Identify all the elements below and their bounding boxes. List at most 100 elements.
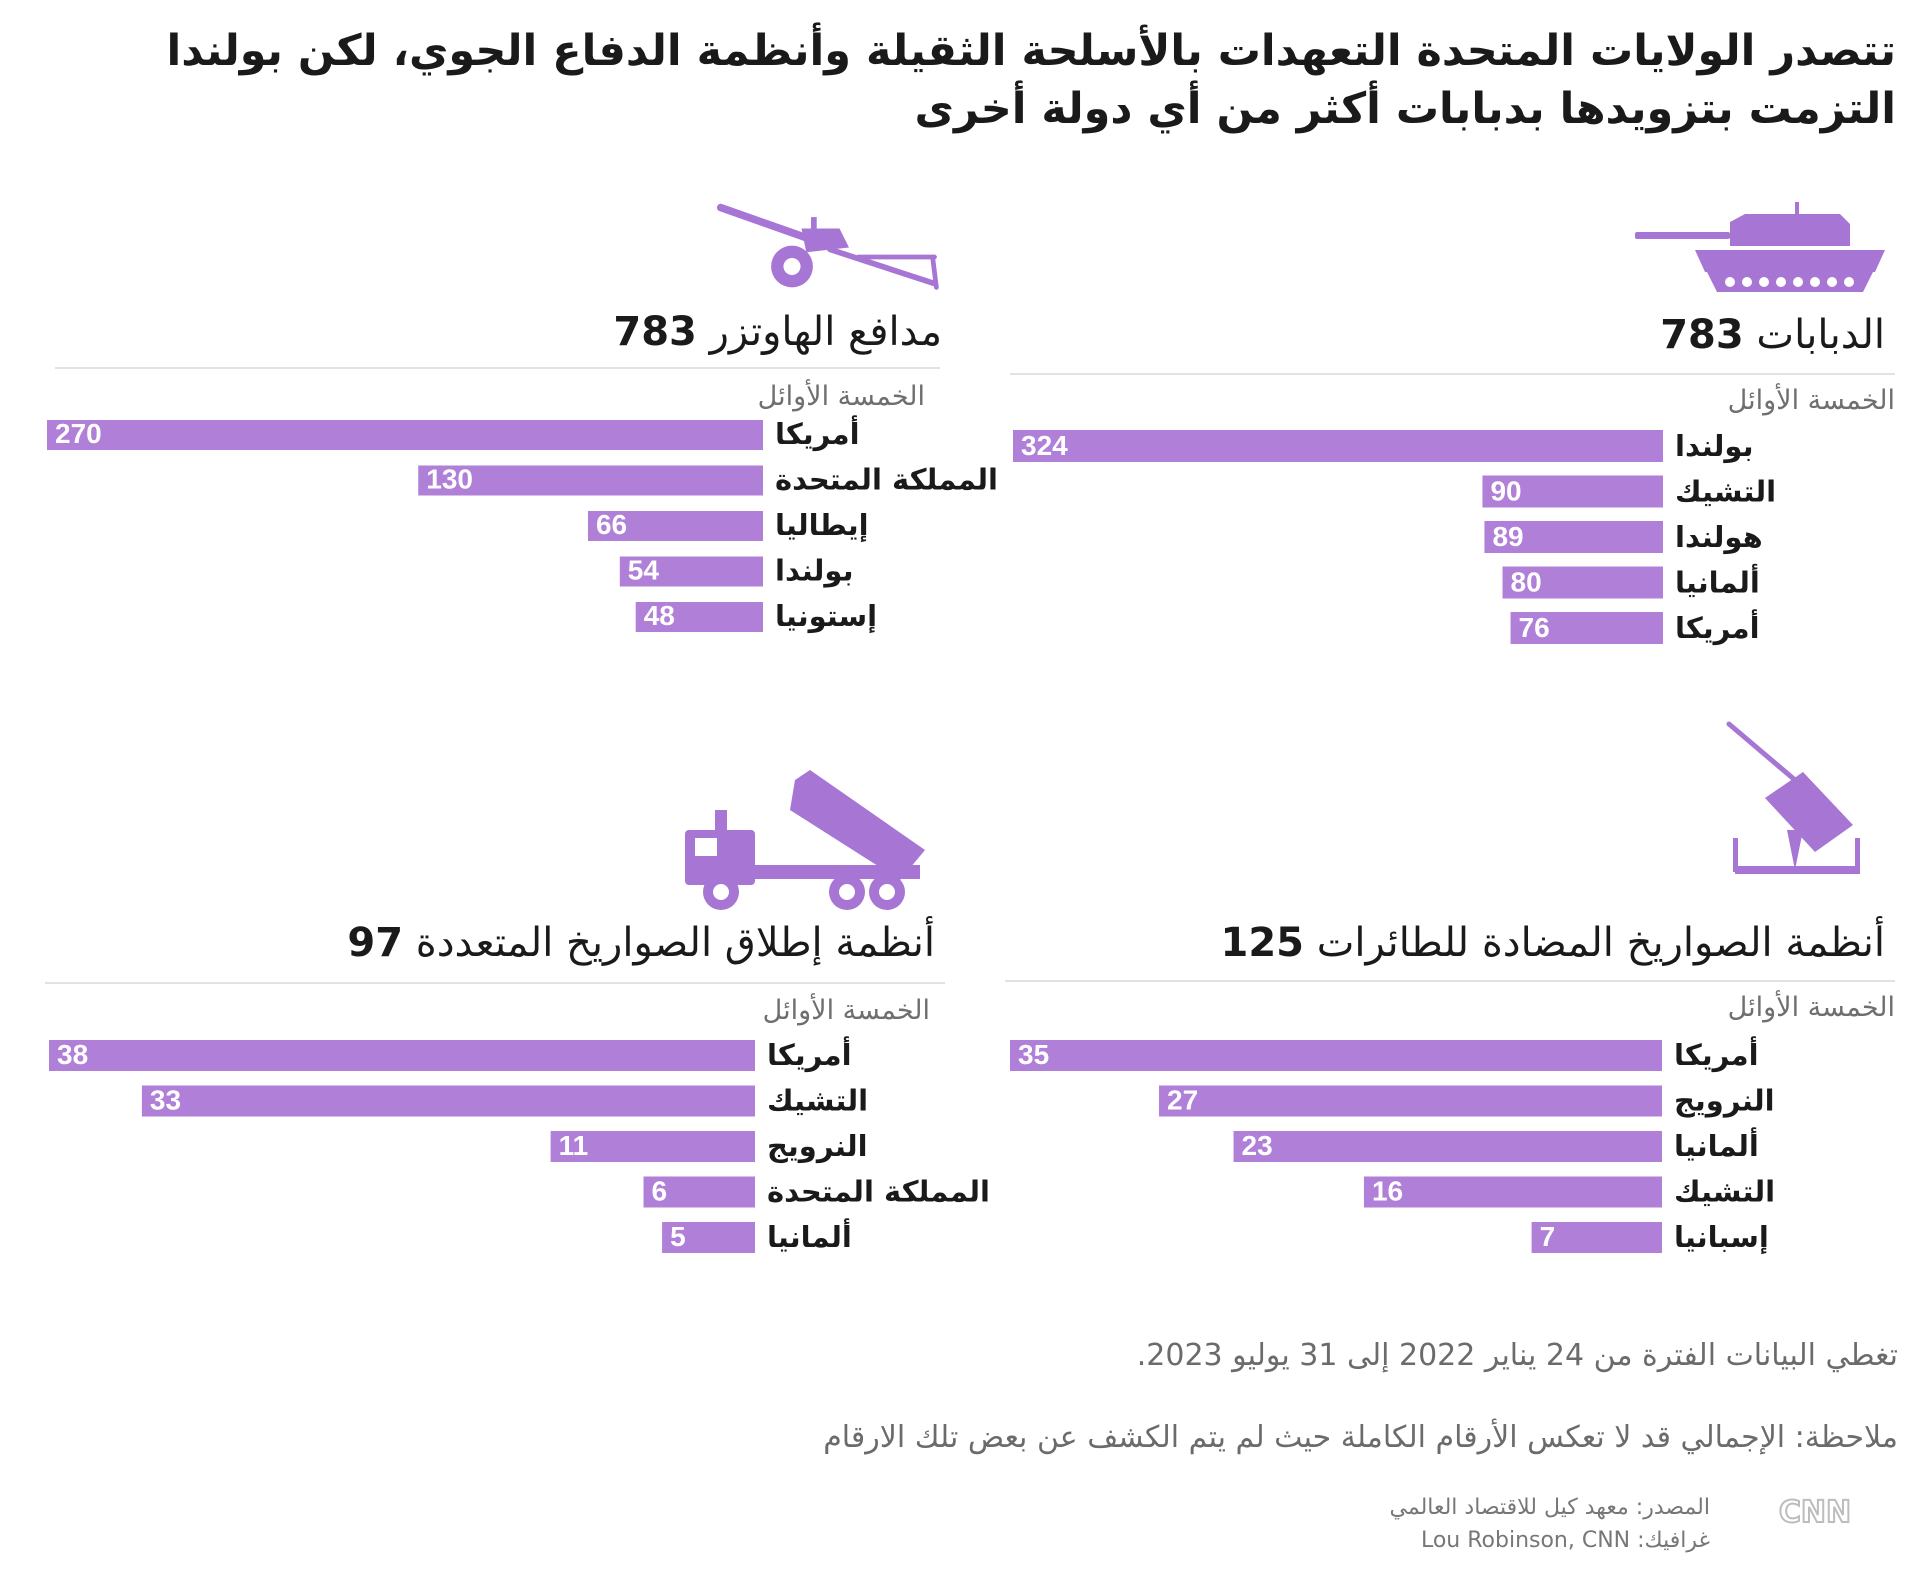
bar-value-label: 270 [55,418,102,449]
cnn-arabic-logo: CNN [1730,1480,1900,1540]
bar [1363,1176,1662,1208]
mlrs-subtitle: الخمسة الأوائل [762,995,930,1026]
panel-air-defense: أنظمة الصواريخ المضادة للطائرات 125 الخم… [1005,720,1900,1280]
source-credit: المصدر: معهد كيل للاقتصاد العالمي [1389,1495,1710,1520]
bar [1013,430,1663,462]
bar [47,420,763,450]
category-label: بولندا [775,554,854,588]
category-label: المملكة المتحدة [775,463,998,497]
chart-tanks: 324 بولندا 90 التشيك 89 هولندا 80 ألمانيا 76 أمري… [1013,429,1776,645]
bar-value-label: 27 [1167,1085,1198,1116]
missile-launcher-icon [1726,721,1860,874]
air-defense-subtitle: الخمسة الأوائل [1727,992,1895,1023]
bar [418,465,763,496]
category-label: التشيك [767,1084,868,1118]
category-label: ألمانيا [1675,564,1760,600]
bar [1510,612,1663,644]
category-label: التشيك [1674,1175,1775,1209]
bar-value-label: 33 [150,1085,181,1116]
category-label: المملكة المتحدة [767,1175,990,1209]
panel-mlrs: أنظمة إطلاق الصواريخ المتعددة 97 الخمسة … [45,720,990,1280]
bar [550,1131,755,1162]
bar-value-label: 76 [1519,612,1550,643]
cnn-logo-icon: CNN [1778,1494,1852,1531]
bar [1233,1131,1662,1162]
tanks-heading: الدبابات 783 [1660,310,1885,360]
bar-value-label: 11 [559,1130,589,1161]
category-label: ألمانيا [767,1218,852,1254]
mlrs-heading: أنظمة إطلاق الصواريخ المتعددة 97 [347,918,935,968]
category-label: هولندا [1675,520,1763,554]
footnote-period: تغطي البيانات الفترة من 24 يناير 2022 إل… [1136,1338,1898,1373]
air-defense-heading-label: أنظمة الصواريخ المضادة للطائرات [1316,920,1885,966]
air-defense-total: 125 [1220,920,1305,966]
bar-value-label: 66 [596,509,627,540]
bar [587,511,763,541]
category-label: أمريكا [1674,1036,1759,1072]
howitzer-icon [716,203,939,290]
category-label: التشيك [1675,475,1776,509]
howitzers-divider [55,367,940,369]
bar-value-label: 130 [426,464,473,495]
category-label: النرويج [1674,1084,1775,1118]
bar-value-label: 48 [644,600,675,631]
bar-value-label: 23 [1242,1130,1273,1161]
footnote-note: ملاحظة: الإجمالي قد لا تعكس الأرقام الكا… [823,1420,1898,1455]
mlrs-heading-label: أنظمة إطلاق الصواريخ المتعددة [415,920,935,966]
bar [141,1085,755,1117]
bar [1010,1040,1662,1071]
air-defense-heading: أنظمة الصواريخ المضادة للطائرات 125 [1221,918,1886,968]
bar [619,556,763,587]
tanks-subtitle: الخمسة الأوائل [1727,385,1895,416]
bar [1484,521,1663,553]
howitzers-heading: مدافع الهاوتزر 783 [613,307,942,357]
bar-value-label: 38 [57,1039,88,1070]
bar-value-label: 54 [628,555,660,586]
panel-tanks: الدبابات 783 الخمسة الأوائل 324 بولندا 90 ا… [1005,195,1900,665]
category-label: أمريكا [767,1036,852,1072]
svg-text:CNN: CNN [1779,1495,1851,1530]
bar [1502,566,1663,599]
category-label: أمريكا [1675,609,1760,645]
chart-howitzers: 270 أمريكا 130 المملكة المتحدة 66 إيطاليا 54 بو… [47,415,998,634]
howitzers-heading-label: مدافع الهاوتزر [709,309,942,355]
bar-value-label: 35 [1018,1039,1049,1070]
rocket-truck-icon [685,770,925,910]
chart-air-defense: 35 أمريكا 27 النرويج 23 ألمانيا 16 التشيك 7 إسبان… [1010,1036,1775,1255]
bar-value-label: 7 [1540,1221,1556,1252]
chart-mlrs: 38 أمريكا 33 التشيك 11 النرويج 6 المملكة المتحد… [49,1036,990,1254]
mlrs-divider [45,982,945,984]
bar [643,1176,755,1208]
bar [1482,475,1663,508]
category-label: إسبانيا [1674,1220,1769,1255]
category-label: ألمانيا [1674,1127,1759,1163]
bar [1531,1222,1662,1253]
category-label: أمريكا [775,415,860,451]
tanks-divider [1010,373,1895,375]
category-label: إستونيا [775,599,877,634]
bar-value-label: 90 [1490,476,1521,507]
page-title: تتصدر الولايات المتحدة التعهدات بالأسلحة… [166,26,1897,134]
bar-value-label: 80 [1511,567,1542,598]
howitzers-total: 783 [613,309,697,355]
category-label: إيطاليا [775,508,869,543]
howitzers-subtitle: الخمسة الأوائل [757,381,925,412]
category-label: بولندا [1675,429,1754,463]
bar-value-label: 16 [1372,1176,1403,1207]
bar [635,602,763,632]
bar-value-label: 5 [670,1221,686,1252]
bar-value-label: 89 [1492,521,1523,552]
bar-value-label: 6 [652,1176,668,1207]
air-defense-divider [1005,980,1895,982]
bar [662,1222,755,1253]
graphic-credit: غرافيك: Lou Robinson, CNN [1420,1528,1710,1553]
category-label: النرويج [767,1129,868,1163]
tank-icon [1635,202,1885,292]
tanks-total: 783 [1660,312,1744,358]
bar [49,1040,755,1071]
mlrs-total: 97 [347,920,404,966]
bar-value-label: 324 [1021,430,1068,461]
tanks-heading-label: الدبابات [1756,312,1885,358]
bar [1159,1085,1662,1117]
panel-howitzers: مدافع الهاوتزر 783 الخمسة الأوائل 270 أمر… [45,195,998,665]
